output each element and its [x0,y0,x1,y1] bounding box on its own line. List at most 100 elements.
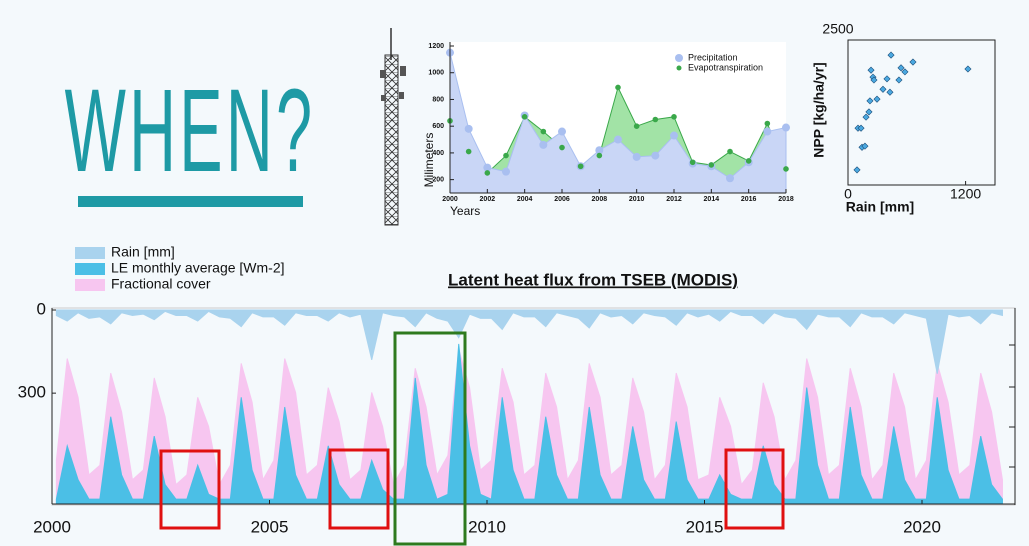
x-tick-label: 2020 [903,517,941,536]
marker [708,162,715,168]
x-tick-label: 2014 [704,196,720,203]
marker [558,127,566,136]
x-axis-label: Rain [mm] [846,199,914,215]
tower [380,28,406,226]
marker [633,123,640,129]
marker [670,131,678,140]
y-tick-label: 1000 [428,70,444,77]
point [853,166,861,174]
marker [726,174,734,183]
heading: WHEN? [65,66,316,197]
x-tick-label: 2004 [517,196,533,203]
highlight-box [724,448,785,530]
legend-swatch [676,65,682,71]
legend-label: Precipitation [688,52,738,62]
marker [745,158,752,164]
heading-underline [78,196,303,207]
marker [652,116,659,123]
point [909,58,917,66]
plot-frame [847,39,996,186]
legend-label: LE monthly average [Wm-2] [111,260,285,276]
point [867,66,875,74]
marker [689,159,696,166]
area [55,309,1003,374]
marker [632,152,641,161]
y-tick-label: 300 [18,383,46,402]
x-tick-label: 2002 [480,196,496,203]
marker [727,148,733,155]
y-tick-label: 0 [37,299,46,318]
marker [782,123,790,132]
point [897,64,905,72]
highlight-box [393,331,467,546]
point [865,108,873,116]
marker [595,146,604,155]
legend-swatch [675,54,683,62]
y-tick-label: 200 [432,176,444,183]
x-tick-label: 2000 [442,196,458,203]
area [55,343,1003,505]
point [964,65,972,73]
y-tick-label: 800 [432,96,444,103]
marker [783,166,789,172]
legend-swatch [75,263,105,275]
point [862,113,870,121]
y-tick-label: 400 [432,150,444,157]
point [866,97,874,105]
marker [559,144,565,151]
marker [614,135,622,144]
area [449,52,787,194]
legend-label: Evapotranspiration [688,62,763,72]
marker [577,163,584,170]
y-axis-label: NPP [kg/ha/yr] [811,62,827,157]
x-tick-label: 0 [844,186,852,202]
marker [671,114,677,120]
legend-swatch [75,247,105,259]
point [895,76,903,84]
x-tick-label: 2000 [33,517,71,536]
marker [484,170,491,176]
point [870,76,878,84]
chart-title: Latent heat flux from TSEB (MODIS) [448,270,738,289]
x-tick-label: 2016 [741,196,757,203]
y-axis-label: Milimeters [422,133,436,188]
highlight-box [328,448,390,530]
right-axis [1009,308,1016,505]
y-tick-label: 2500 [822,21,853,37]
x-tick-label: 2010 [629,196,645,203]
x-tick-label: 2018 [778,196,794,203]
point [873,95,881,103]
point [861,142,869,150]
x-axis-label: Years [450,204,480,218]
x-tick-label: 2008 [592,196,608,203]
marker [764,120,771,127]
x-tick-label: 2010 [468,517,506,536]
marker [615,84,621,91]
point [879,85,887,93]
marker [540,128,547,135]
x-tick-label: 2015 [686,517,724,536]
point [901,68,909,76]
y-tick-label: 600 [432,123,444,130]
marker [464,124,473,133]
marker [596,152,603,159]
legend-swatch [75,279,105,291]
legend-label: Fractional cover [111,276,211,292]
marker [539,140,548,149]
point [883,75,891,83]
x-tick-label: 2005 [251,517,289,536]
point [857,124,865,132]
marker [521,114,528,120]
x-tick-label: 2012 [666,196,682,203]
y-tick-label: 1200 [428,43,444,50]
x-tick-label: 2006 [554,196,570,203]
x-tick-label: 1200 [950,186,981,202]
marker [651,151,660,160]
marker [763,127,772,136]
marker [465,148,472,155]
highlight-box [159,449,221,530]
legend-label: Rain [mm] [111,244,175,260]
marker [503,152,509,159]
marker [502,167,510,176]
